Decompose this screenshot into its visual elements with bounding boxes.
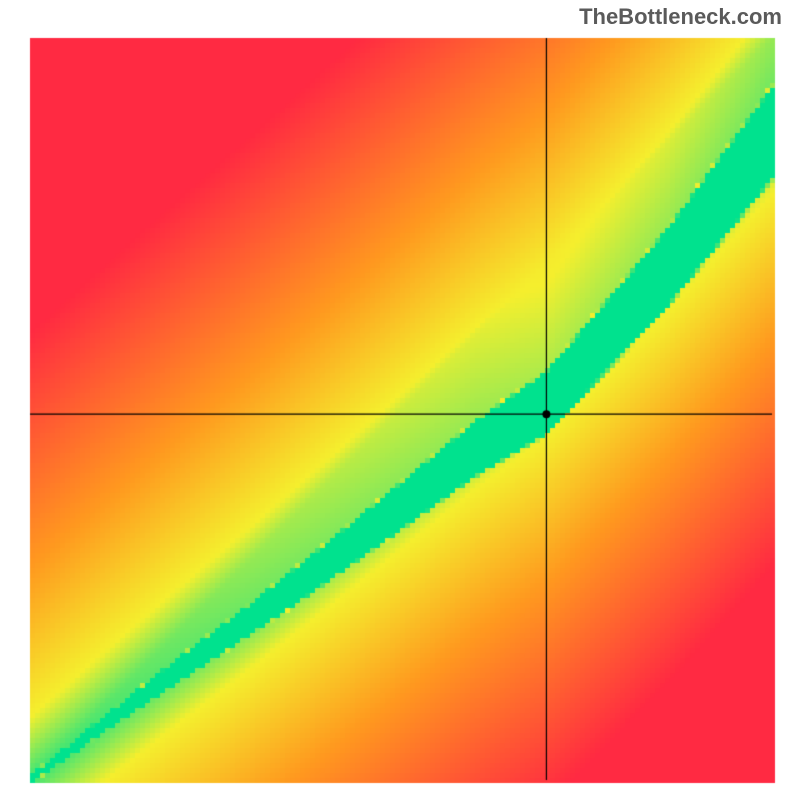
heatmap-canvas	[0, 0, 800, 800]
chart-container: TheBottleneck.com	[0, 0, 800, 800]
watermark-text: TheBottleneck.com	[579, 4, 782, 30]
